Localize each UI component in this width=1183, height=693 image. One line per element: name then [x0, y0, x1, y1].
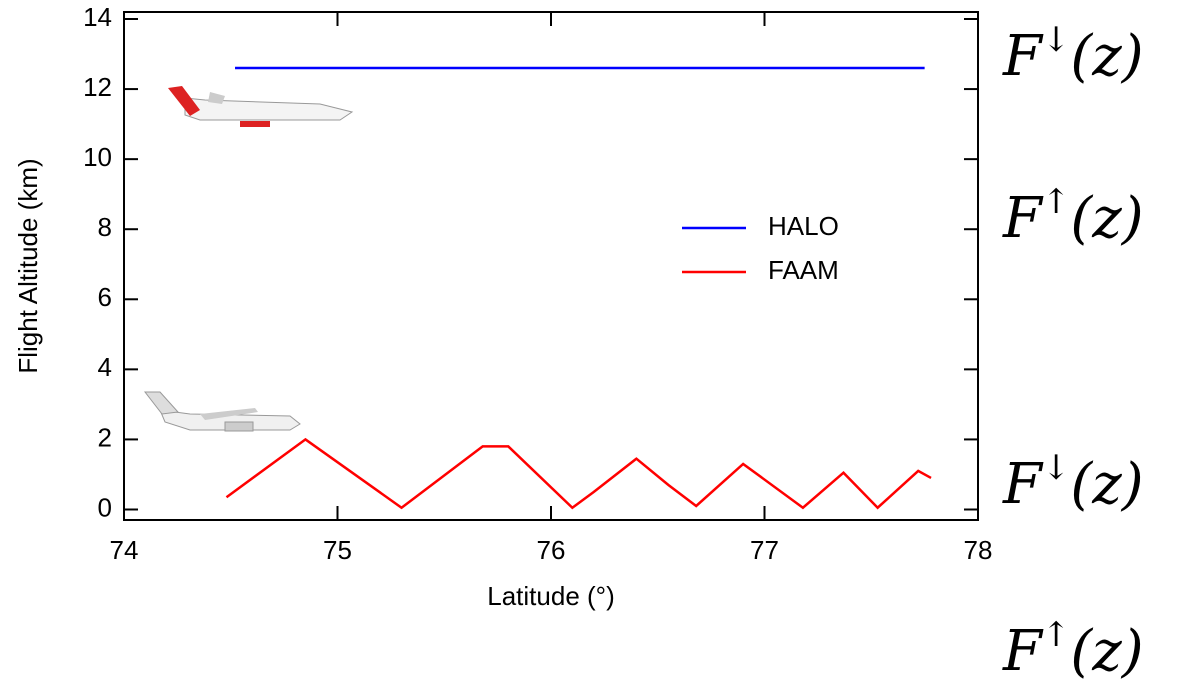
- flux-argument: (z): [1070, 619, 1143, 684]
- y-tick-label: 2: [98, 422, 112, 452]
- flux-symbol: F: [1002, 24, 1044, 89]
- y-tick-label: 14: [83, 2, 112, 32]
- faam-aircraft-icon: [143, 391, 301, 432]
- y-tick-label: 8: [98, 212, 112, 242]
- flux-annotation: F↑(z): [1002, 615, 1144, 684]
- flux-argument: (z): [1070, 452, 1143, 517]
- flux-annotation: F↑(z): [1002, 182, 1144, 251]
- y-axis-label: Flight Altitude (km): [13, 158, 43, 373]
- x-axis-label: Latitude (°): [487, 581, 614, 611]
- y-tick-label: 10: [83, 142, 112, 172]
- data-line: [225, 437, 932, 510]
- flux-arrow: ↑: [1042, 615, 1071, 655]
- legend-label: FAAM: [768, 255, 839, 285]
- x-tick-label: 77: [750, 535, 779, 565]
- x-tick-label: 74: [110, 535, 139, 565]
- flux-annotation: F↓(z): [1002, 20, 1144, 89]
- flux-arrow: ↓: [1042, 448, 1071, 488]
- x-tick-label: 75: [323, 535, 352, 565]
- x-tick-label: 76: [537, 535, 566, 565]
- halo-aircraft-icon: [168, 86, 354, 127]
- flux-symbol: F: [1002, 452, 1044, 517]
- x-tick-label: 78: [964, 535, 993, 565]
- flux-arrow: ↓: [1042, 20, 1071, 60]
- y-tick-label: 0: [98, 492, 112, 522]
- y-tick-label: 12: [83, 72, 112, 102]
- flux-symbol: F: [1002, 186, 1044, 251]
- flux-argument: (z): [1070, 186, 1143, 251]
- y-tick-label: 6: [98, 282, 112, 312]
- legend-label: HALO: [768, 211, 839, 241]
- flux-arrow: ↑: [1042, 182, 1071, 222]
- flux-annotation: F↓(z): [1002, 448, 1144, 517]
- flux-argument: (z): [1070, 24, 1143, 89]
- y-tick-label: 4: [98, 352, 112, 382]
- flux-symbol: F: [1002, 619, 1044, 684]
- plot-frame: [123, 11, 979, 521]
